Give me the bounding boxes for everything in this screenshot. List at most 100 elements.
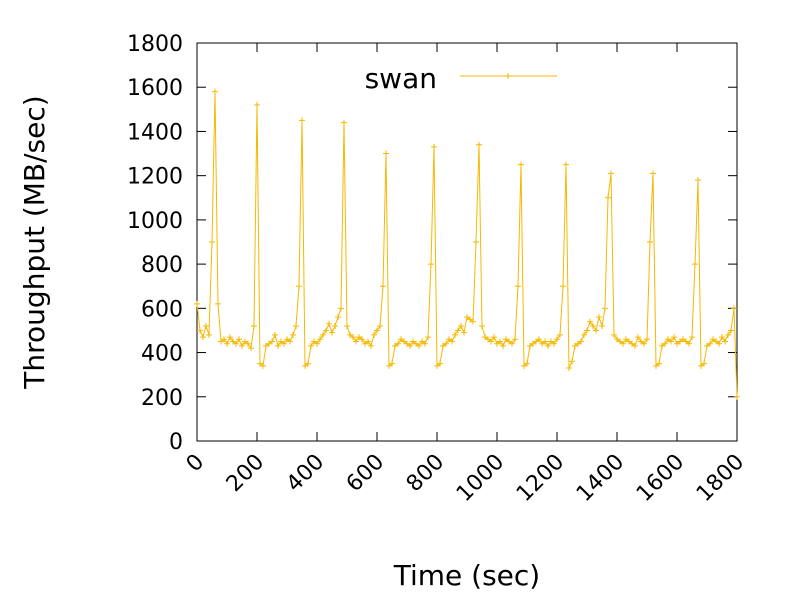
point-marker <box>455 327 461 334</box>
point-marker <box>293 323 299 330</box>
point-marker <box>692 261 698 268</box>
point-marker <box>662 340 668 347</box>
point-marker <box>650 170 656 177</box>
point-marker <box>335 314 341 321</box>
point-marker <box>431 143 437 150</box>
point-marker <box>590 323 596 330</box>
point-marker <box>593 327 599 334</box>
y-tick-label: 600 <box>141 297 183 322</box>
point-marker <box>224 340 230 347</box>
point-marker <box>584 327 590 334</box>
point-marker <box>716 340 722 347</box>
point-marker <box>371 331 377 338</box>
point-marker <box>707 340 713 347</box>
point-marker <box>296 283 302 290</box>
point-marker <box>329 329 335 336</box>
point-marker <box>686 340 692 347</box>
point-marker <box>305 360 311 367</box>
point-marker <box>734 393 740 400</box>
point-marker <box>551 340 557 347</box>
point-marker <box>491 334 497 341</box>
point-marker <box>581 331 587 338</box>
point-marker <box>287 338 293 345</box>
point-marker <box>644 336 650 343</box>
legend-label: swan <box>365 62 437 95</box>
point-marker <box>695 177 701 184</box>
point-marker <box>272 331 278 338</box>
point-marker <box>227 334 233 341</box>
point-marker <box>641 340 647 347</box>
x-axis-label: Time (sec) <box>393 559 540 592</box>
point-marker <box>596 314 602 321</box>
point-marker <box>497 338 503 345</box>
point-marker <box>260 362 266 369</box>
point-marker <box>374 327 380 334</box>
point-marker <box>365 338 371 345</box>
point-marker <box>569 358 575 365</box>
point-marker <box>545 342 551 349</box>
point-marker <box>578 338 584 345</box>
point-marker <box>719 334 725 341</box>
point-marker <box>251 323 257 330</box>
point-marker <box>701 360 707 367</box>
point-marker <box>197 327 203 334</box>
point-marker <box>461 329 467 336</box>
point-marker <box>560 283 566 290</box>
point-marker <box>587 318 593 325</box>
point-marker <box>212 88 218 95</box>
point-marker <box>476 141 482 148</box>
point-marker <box>557 331 563 338</box>
point-marker <box>194 300 200 307</box>
legend-marker <box>505 73 511 79</box>
point-marker <box>620 340 626 347</box>
point-marker <box>728 327 734 334</box>
point-marker <box>668 338 674 345</box>
point-marker <box>314 340 320 347</box>
point-marker <box>524 360 530 367</box>
y-tick-label: 400 <box>141 342 183 367</box>
point-marker <box>443 340 449 347</box>
point-marker <box>500 342 506 349</box>
point-marker <box>359 336 365 343</box>
point-marker <box>602 305 608 312</box>
point-marker <box>275 342 281 349</box>
point-marker <box>317 336 323 343</box>
point-marker <box>608 170 614 177</box>
point-marker <box>281 340 287 347</box>
point-marker <box>215 300 221 307</box>
point-marker <box>203 323 209 330</box>
point-marker <box>209 239 215 245</box>
point-marker <box>389 360 395 367</box>
y-tick-label: 1400 <box>127 120 183 145</box>
point-marker <box>437 360 443 367</box>
y-tick-label: 1200 <box>127 165 183 190</box>
point-marker <box>488 338 494 345</box>
point-marker <box>236 336 242 343</box>
point-marker <box>200 334 206 341</box>
y-tick-label: 1600 <box>127 76 183 101</box>
point-marker <box>245 340 251 347</box>
point-marker <box>473 239 479 245</box>
point-marker <box>308 342 314 349</box>
y-tick-label: 800 <box>141 253 183 278</box>
point-marker <box>470 318 476 325</box>
point-marker <box>326 320 332 327</box>
point-marker <box>611 331 617 338</box>
point-marker <box>332 323 338 330</box>
point-marker <box>509 340 515 347</box>
point-marker <box>422 340 428 347</box>
point-marker <box>458 323 464 330</box>
point-marker <box>377 323 383 330</box>
point-marker <box>383 150 389 157</box>
point-marker <box>206 331 212 338</box>
point-marker <box>452 331 458 338</box>
point-marker <box>395 340 401 347</box>
point-marker <box>344 323 350 330</box>
point-marker <box>656 360 662 367</box>
point-marker <box>380 283 386 290</box>
point-marker <box>416 342 422 349</box>
point-marker <box>671 334 677 341</box>
point-marker <box>269 338 275 345</box>
point-marker <box>350 334 356 341</box>
